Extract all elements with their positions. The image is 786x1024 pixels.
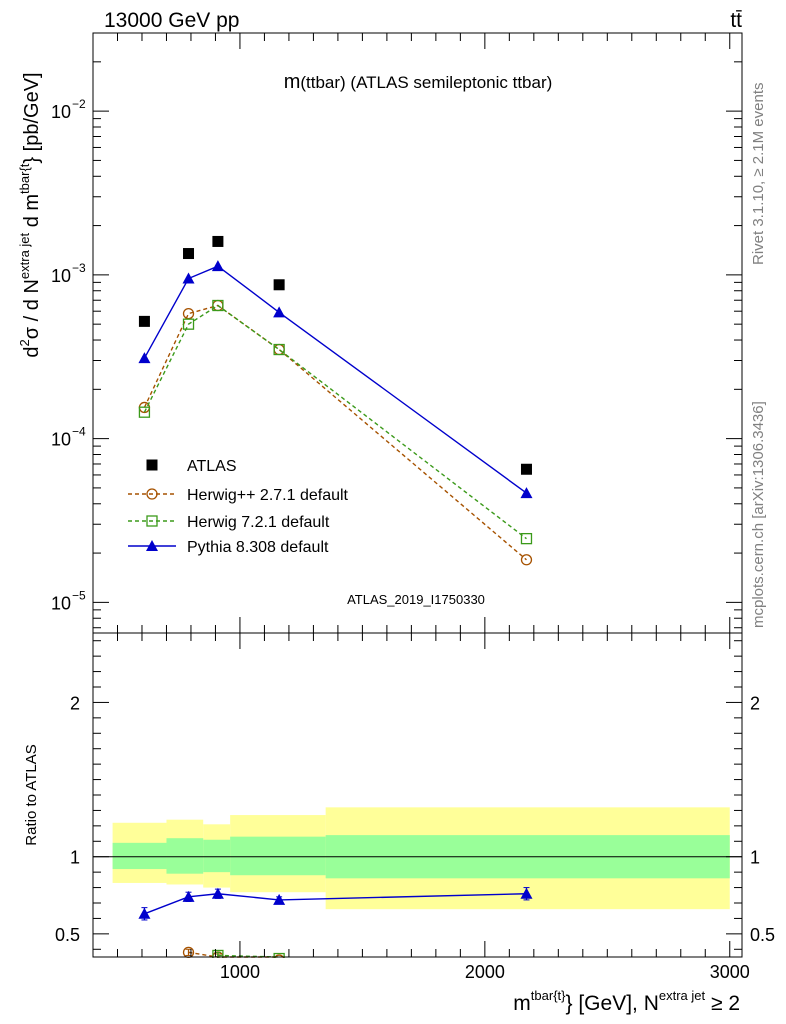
- herwig7-point: [212, 299, 224, 312]
- ratio-y-tick-label-right: 2: [750, 693, 760, 713]
- y-tick-exponent: −2: [72, 97, 86, 111]
- legend-label: Herwig 7.2.1 default: [187, 514, 330, 531]
- y-tick-exponent: −3: [72, 261, 86, 275]
- ratio-series-pythia: [138, 887, 533, 921]
- energy-label: 13000 GeV pp: [104, 9, 239, 32]
- mcplots-label: mcplots.cern.ch [arXiv:1306.3436]: [750, 401, 767, 628]
- legend-label: Pythia 8.308 default: [187, 539, 329, 556]
- herwig7-line: [143, 304, 527, 540]
- legend-entry-atlas: ATLAS: [146, 458, 237, 475]
- ratio-bands: [112, 807, 730, 910]
- legend-marker: [146, 488, 158, 500]
- legend-marker: [146, 515, 158, 527]
- pythia-ratio-point: [273, 893, 286, 905]
- chart-title: m(ttbar) (ATLAS semileptonic ttbar): [284, 71, 553, 93]
- legend-entry-pythia: Pythia 8.308 default: [128, 539, 329, 556]
- pythia-point: [211, 260, 224, 272]
- series-atlas: [138, 235, 532, 475]
- legend-entry-herwig7: Herwig 7.2.1 default: [128, 514, 330, 531]
- y-tick-label: 10: [51, 102, 71, 122]
- y-tick-exponent: −5: [72, 588, 86, 602]
- atlas-point: [273, 279, 285, 291]
- atlas-point: [520, 463, 532, 475]
- herwigpp-point: [182, 307, 195, 320]
- legend-label: Herwig++ 2.7.1 default: [187, 487, 349, 504]
- y-tick-exponent: −4: [72, 425, 86, 439]
- uncertainty-band-inner: [166, 838, 204, 874]
- ratio-y-tick-label-right: 0.5: [750, 925, 775, 945]
- series-pythia: [138, 260, 533, 499]
- atlas-point: [138, 315, 150, 327]
- herwig7-point: [138, 406, 151, 418]
- pythia-ratio-point: [211, 887, 224, 899]
- pythia-point: [182, 272, 195, 284]
- y-axis-label: d2σ / d Nextra jet d mtbar{t} [pb/GeV]: [17, 72, 43, 357]
- pythia-ratio-point: [520, 887, 533, 899]
- pythia-point: [138, 352, 151, 364]
- herwig7-point: [273, 343, 285, 356]
- pythia-ratio-point: [138, 907, 151, 919]
- atlas-point: [212, 235, 224, 247]
- y-tick-label: 10: [51, 430, 71, 450]
- clip-mask: [91, 958, 744, 1018]
- x-tick-label: 1000: [220, 962, 260, 982]
- rivet-label: Rivet 3.1.10, ≥ 2.1M events: [750, 83, 767, 266]
- uncertainty-band-inner: [112, 842, 167, 870]
- ratio-y-tick-label-left: 1: [70, 848, 80, 868]
- ratio-y-tick-label-left: 0.5: [55, 925, 80, 945]
- y-tick-label: 10: [51, 593, 71, 613]
- ratio-y-axis-label: Ratio to ATLAS: [23, 744, 40, 845]
- legend-marker: [146, 459, 158, 471]
- ratio-y-tick-label-right: 1: [750, 848, 760, 868]
- pythia-point: [520, 487, 533, 499]
- atlas-point: [183, 248, 195, 260]
- pythia-ratio-point: [182, 890, 195, 902]
- series-herwig7: [138, 299, 533, 545]
- process-label: tt̄: [730, 9, 742, 32]
- analysis-id: ATLAS_2019_I1750330: [347, 592, 485, 607]
- pythia-point: [273, 306, 286, 318]
- herwig7-point: [520, 532, 533, 545]
- uncertainty-band-inner: [230, 836, 326, 876]
- x-tick-label: 2000: [465, 962, 505, 982]
- herwigpp-point: [520, 554, 533, 566]
- legend-marker: [146, 540, 158, 551]
- legend-entry-herwigpp: Herwig++ 2.7.1 default: [128, 487, 349, 504]
- uncertainty-band-inner: [203, 839, 231, 873]
- y-tick-label: 10: [51, 266, 71, 286]
- legend-label: ATLAS: [187, 458, 237, 475]
- herwig7-point: [182, 318, 195, 330]
- x-tick-label: 3000: [710, 962, 750, 982]
- ratio-y-tick-label-left: 2: [70, 693, 80, 713]
- x-axis-label: mtbar{t}} [GeV], Nextra jet ≥ 2: [513, 988, 740, 1015]
